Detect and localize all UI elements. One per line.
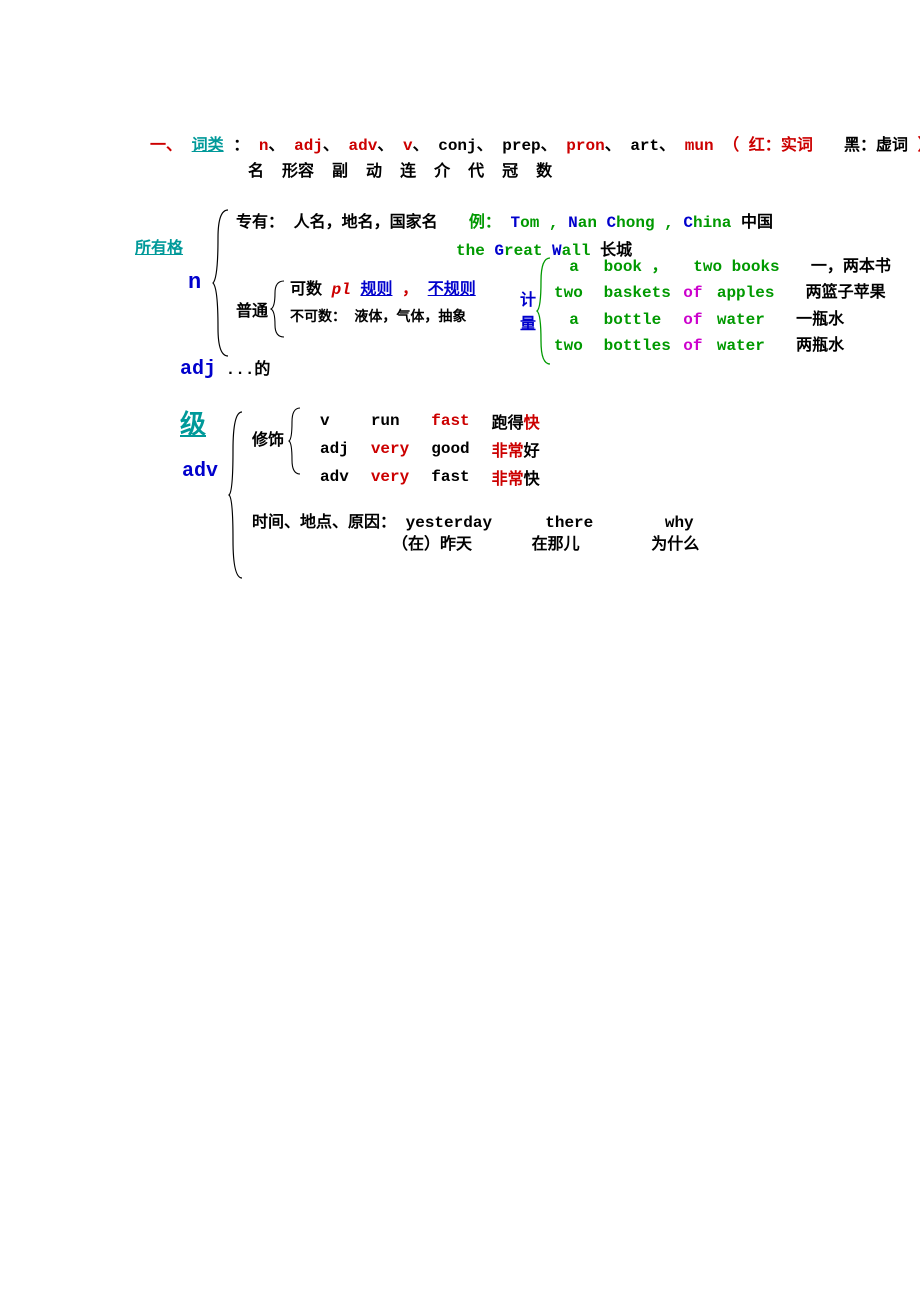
grammar-diagram: 一、 词类 ： n、 adj、 adv、 v、 conj、 prep、 pron… [150, 135, 910, 604]
adv-block: 级 adv 修饰 v run fast 跑得快 adj [180, 404, 910, 604]
degree-label: 级 [180, 404, 206, 441]
measure-block: 计 量 a book ， two books 一，两本书 two baskets… [520, 256, 891, 366]
brace-icon [212, 208, 232, 358]
modifier-row: 修饰 v run fast 跑得快 adj very good 非 [252, 406, 699, 492]
table-row: v run fast 跑得快 [310, 408, 550, 434]
brace-icon [228, 410, 246, 580]
table-row: adj very good 非常好 [310, 436, 550, 462]
table-row: adv very fast 非常快 [310, 464, 550, 490]
time-place-reason-cn: （在）昨天 在那儿 为什么 [392, 534, 699, 556]
brace-icon [536, 256, 554, 366]
brace-icon [270, 279, 288, 339]
measure-label-2: 量 [520, 310, 536, 334]
proper-noun-row: 专有： 人名，地名，国家名 例： Tom , Nan Chong , China… [236, 212, 773, 234]
modifier-table: v run fast 跑得快 adj very good 非常好 adv ver… [308, 406, 552, 492]
title-line: 一、 词类 ： n、 adj、 adv、 v、 conj、 prep、 pron… [150, 135, 910, 157]
adv-label: adv [182, 460, 218, 483]
countable-row: 可数 pl 规则 ， 不规则 [290, 279, 476, 301]
uncountable-row: 不可数： 液体，气体，抽象 [290, 309, 476, 329]
measure-row-1: a book ， two books 一，两本书 [554, 256, 891, 278]
possessive-case: 所有格 [135, 234, 183, 258]
measure-row-4: two bottles of water 两瓶水 [554, 335, 891, 357]
measure-row-2: two baskets of apples 两篮子苹果 [554, 282, 891, 304]
measure-row-3: a bottle of water 一瓶水 [554, 309, 891, 331]
n-label: n [188, 270, 201, 295]
brace-icon [288, 406, 304, 476]
pos-chinese-row: 名形容副动连介代冠数 [248, 161, 910, 183]
time-place-reason-row: 时间、地点、原因： yesterday there why [252, 512, 699, 534]
measure-label-1: 计 [520, 286, 536, 310]
